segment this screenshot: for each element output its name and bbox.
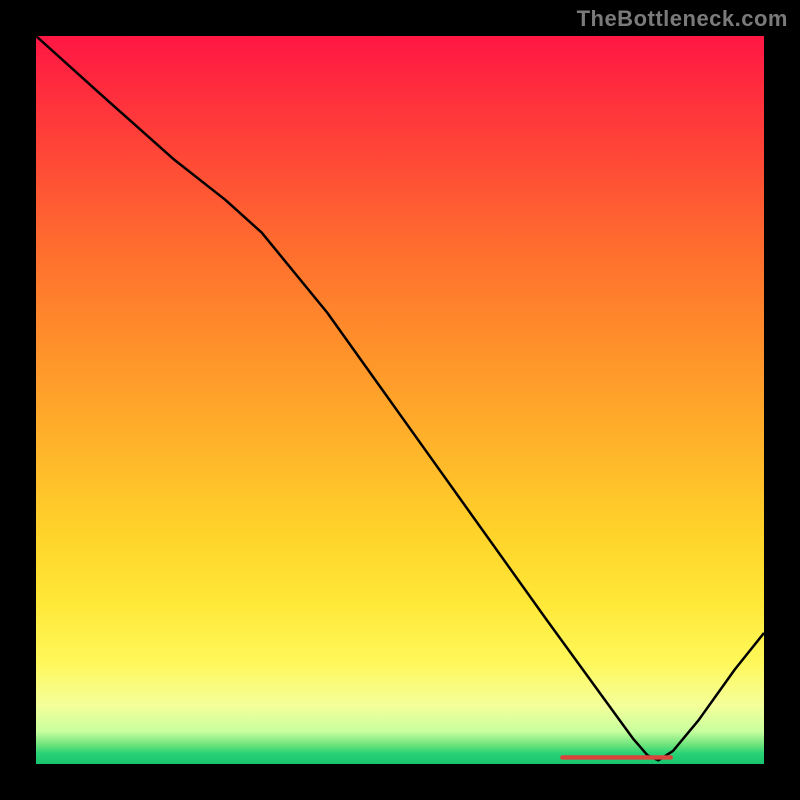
optimal-range-marker [560, 755, 673, 759]
chart-area [36, 36, 764, 764]
watermark-text: TheBottleneck.com [577, 6, 788, 32]
gradient-background [36, 36, 764, 764]
chart-svg [36, 36, 764, 764]
